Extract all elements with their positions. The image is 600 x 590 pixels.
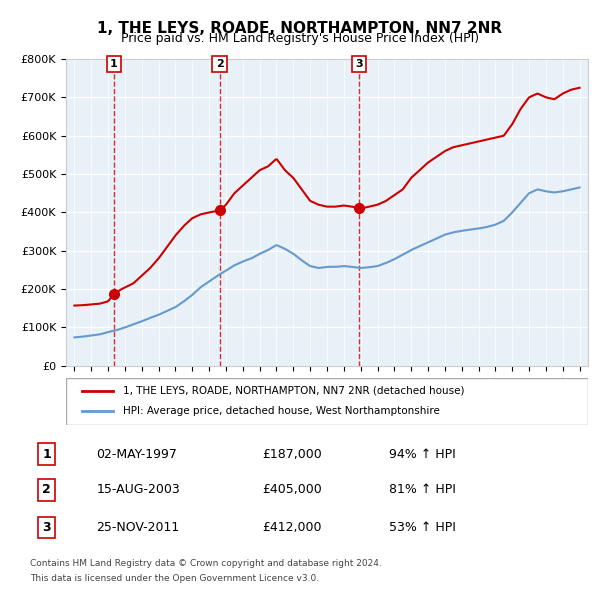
Text: Price paid vs. HM Land Registry's House Price Index (HPI): Price paid vs. HM Land Registry's House … xyxy=(121,32,479,45)
Text: 1: 1 xyxy=(42,448,51,461)
Text: 1: 1 xyxy=(110,59,118,69)
Text: £405,000: £405,000 xyxy=(262,483,322,496)
Text: 2: 2 xyxy=(42,483,51,496)
Text: 25-NOV-2011: 25-NOV-2011 xyxy=(96,521,179,534)
FancyBboxPatch shape xyxy=(66,378,588,425)
Text: Contains HM Land Registry data © Crown copyright and database right 2024.: Contains HM Land Registry data © Crown c… xyxy=(30,559,382,568)
Text: HPI: Average price, detached house, West Northamptonshire: HPI: Average price, detached house, West… xyxy=(124,406,440,415)
Text: 15-AUG-2003: 15-AUG-2003 xyxy=(96,483,180,496)
Text: £412,000: £412,000 xyxy=(262,521,322,534)
Text: 2: 2 xyxy=(215,59,223,69)
Text: 1, THE LEYS, ROADE, NORTHAMPTON, NN7 2NR: 1, THE LEYS, ROADE, NORTHAMPTON, NN7 2NR xyxy=(97,21,503,35)
Text: £187,000: £187,000 xyxy=(262,448,322,461)
Text: 53% ↑ HPI: 53% ↑ HPI xyxy=(389,521,455,534)
Text: 3: 3 xyxy=(42,521,51,534)
Text: 81% ↑ HPI: 81% ↑ HPI xyxy=(389,483,455,496)
Text: 3: 3 xyxy=(355,59,363,69)
Text: 02-MAY-1997: 02-MAY-1997 xyxy=(96,448,177,461)
Text: This data is licensed under the Open Government Licence v3.0.: This data is licensed under the Open Gov… xyxy=(30,574,319,583)
Text: 1, THE LEYS, ROADE, NORTHAMPTON, NN7 2NR (detached house): 1, THE LEYS, ROADE, NORTHAMPTON, NN7 2NR… xyxy=(124,386,465,396)
Text: 94% ↑ HPI: 94% ↑ HPI xyxy=(389,448,455,461)
